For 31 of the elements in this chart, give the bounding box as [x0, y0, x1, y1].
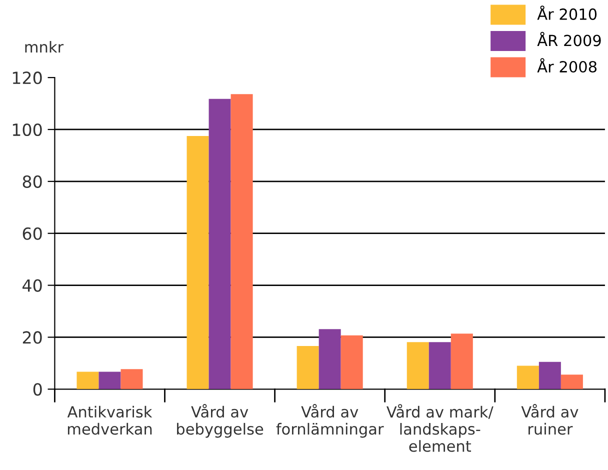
bar: [208, 98, 231, 390]
x-tick-label: Vård av mark/ landskaps- element: [386, 404, 494, 452]
bar: [538, 362, 561, 390]
bar: [318, 329, 341, 390]
x-tick-label: Vård av ruiner: [521, 404, 578, 435]
bar: [76, 372, 99, 390]
bar: [560, 374, 583, 390]
bar: [406, 342, 429, 390]
bar: [230, 94, 253, 390]
bar: [186, 136, 209, 390]
legend-label: År 2010: [537, 6, 597, 20]
bar: [120, 369, 143, 390]
x-tick-label: Antikvarisk medverkan: [67, 406, 152, 435]
legend-label: År 2008: [537, 58, 597, 73]
legend-label: ÅR 2009: [537, 32, 601, 46]
bar: [516, 366, 539, 390]
bar: [340, 335, 363, 390]
bar: [98, 372, 121, 390]
x-tick-label: Vård av fornlämningar: [276, 404, 384, 438]
y-axis-title: mnkr: [25, 40, 64, 53]
y-tick-label: 120: [12, 72, 42, 84]
bar: [450, 334, 473, 390]
y-tick-label: 80: [22, 175, 42, 188]
bar: [428, 342, 451, 390]
x-tick-label: Vård av bebyggelse: [177, 404, 264, 438]
y-tick-label: 60: [22, 227, 42, 240]
y-tick-label: 40: [22, 279, 42, 292]
y-tick-label: 20: [22, 331, 42, 344]
y-tick-label: 0: [33, 383, 42, 396]
y-tick-label: 100: [12, 123, 42, 136]
bar: [296, 346, 319, 390]
